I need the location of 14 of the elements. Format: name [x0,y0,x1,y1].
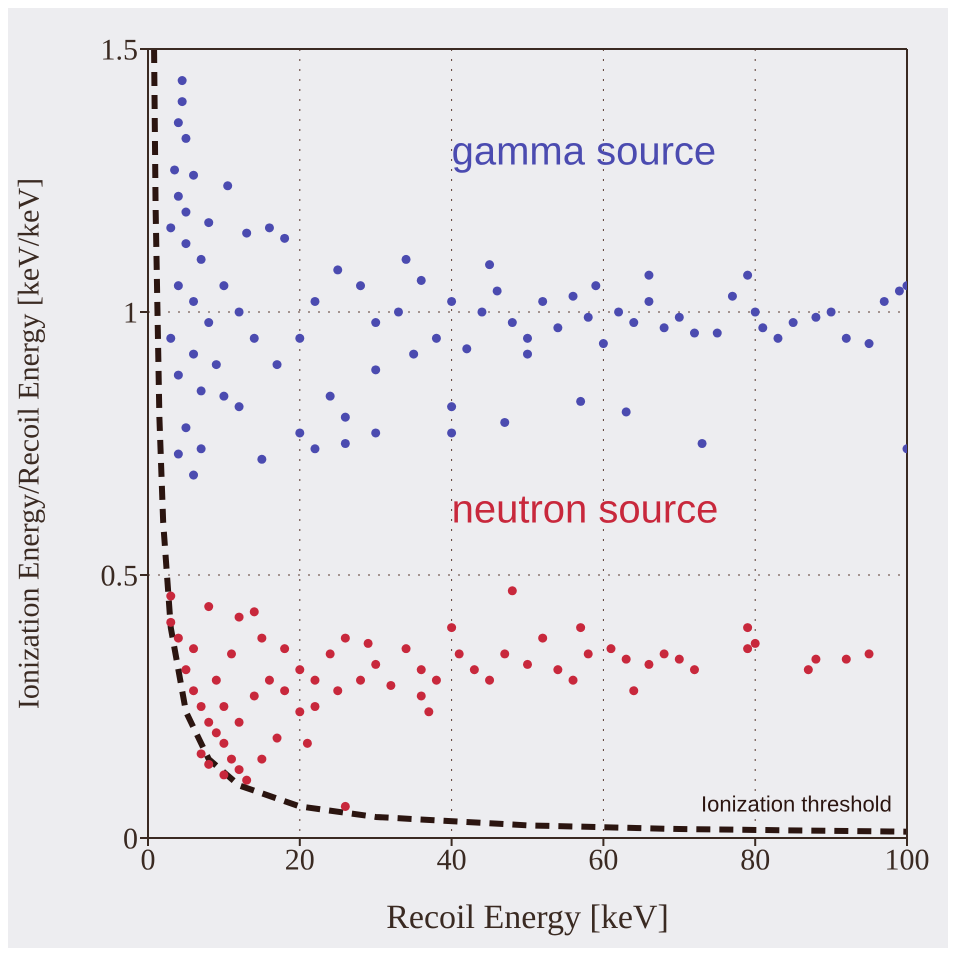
series-label: Ionization threshold [701,792,892,817]
x-tick-label: 60 [588,843,618,876]
text: gamma source [452,130,716,174]
x-axis-title: Recoil Energy [keV] [386,899,669,936]
x-tick-label: 100 [884,843,930,876]
y-tick-label: 1 [123,296,138,330]
x-tick-label: 80 [740,843,770,876]
text: neutron source [452,487,718,532]
x-tick-label: 40 [436,843,467,876]
y-tick-label: 1.5 [100,34,138,67]
y-tick-label: 0.5 [100,560,138,593]
y-axis-title: Ionization Energy/Recoil Energy [keV/keV] [12,178,46,710]
y-tick-label: 0 [123,822,138,856]
x-tick-label: 20 [284,843,315,876]
